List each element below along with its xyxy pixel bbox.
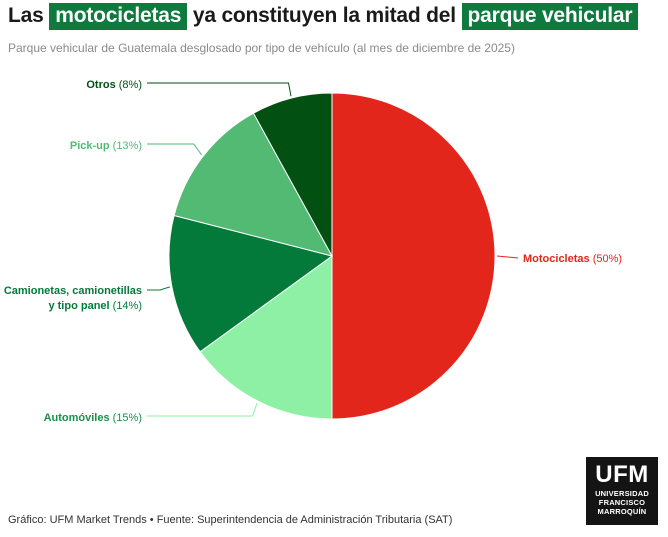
leader-lines — [147, 82, 519, 417]
leader-line-motocicletas — [496, 255, 519, 259]
pie-slice-pickup — [173, 112, 333, 257]
leader-line-otros — [147, 82, 292, 97]
label-camionetas-line2: y tipo panel (14%) — [48, 300, 142, 312]
logo-line-marroquin: MARROQUÍN — [597, 507, 647, 516]
pie-slice-otros — [252, 92, 333, 257]
title-text-1: Las — [8, 4, 50, 27]
logo-line-universidad: UNIVERSIDAD — [595, 489, 649, 498]
leader-line-camionetas — [147, 286, 171, 291]
label-motocicletas-value: (50%) — [593, 253, 622, 265]
chart-title: Las motocicletas ya constituyen la mitad… — [8, 3, 639, 30]
leader-line-automoviles — [147, 402, 258, 417]
label-motocicletas-name: Motocicletas — [523, 253, 590, 265]
label-otros: Otros (8%) — [86, 79, 142, 91]
leader-line-pickup — [147, 143, 203, 156]
label-camionetas-name-2: y tipo panel — [48, 300, 109, 312]
chart-source: Gráfico: UFM Market Trends • Fuente: Sup… — [8, 514, 453, 526]
label-pickup: Pick-up (13%) — [70, 140, 142, 152]
chart-subtitle: Parque vehicular de Guatemala desglosado… — [8, 41, 515, 55]
label-camionetas-line1: Camionetas, camionetillas — [4, 285, 142, 297]
ufm-logo: UFM UNIVERSIDAD FRANCISCO MARROQUÍN — [586, 457, 658, 525]
pie-slices — [168, 92, 496, 420]
title-highlight-parque-vehicular: parque vehicular — [461, 3, 639, 30]
title-text-2: ya constituyen la mitad del — [187, 4, 462, 27]
pie-slice-camionetas — [168, 214, 334, 353]
label-otros-name: Otros — [86, 79, 115, 91]
label-pickup-name: Pick-up — [70, 140, 110, 152]
label-motocicletas: Motocicletas (50%) — [523, 253, 622, 265]
label-otros-value: (8%) — [119, 79, 142, 91]
logo-ufm: UFM — [595, 461, 649, 488]
title-highlight-motocicletas: motocicletas — [49, 3, 188, 30]
label-camionetas-value: (14%) — [113, 300, 142, 312]
label-pickup-value: (13%) — [113, 140, 142, 152]
label-automoviles-value: (15%) — [113, 412, 142, 424]
label-camionetas-name-1: Camionetas, camionetillas — [4, 285, 142, 297]
pie-slice-motocicletas — [331, 92, 496, 420]
logo-line-francisco: FRANCISCO — [598, 498, 646, 507]
label-automoviles-name: Automóviles — [44, 412, 110, 424]
pie-slice-automoviles — [199, 255, 333, 420]
label-automoviles: Automóviles (15%) — [44, 412, 142, 424]
